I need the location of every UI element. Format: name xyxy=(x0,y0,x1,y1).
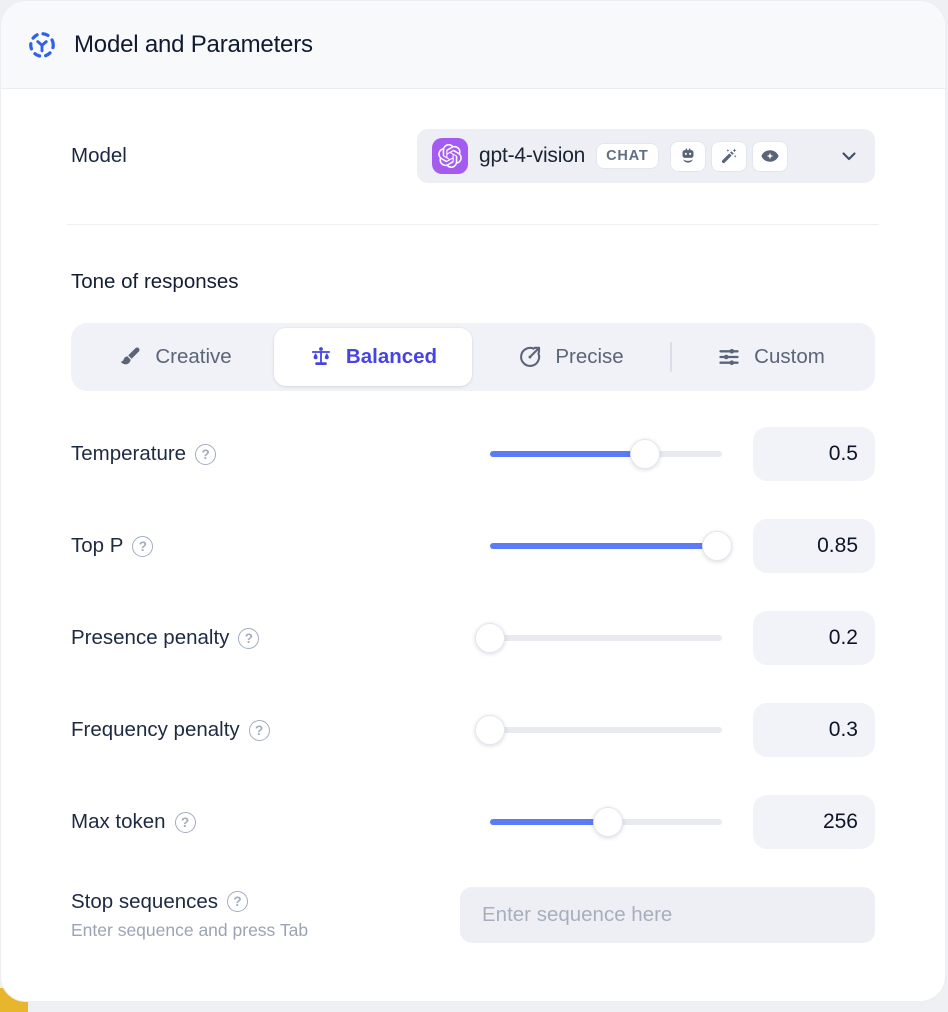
model-row: Model gpt-4-vision CHAT xyxy=(71,129,875,183)
parameter-slider[interactable] xyxy=(490,531,733,561)
parameter-row: Temperature 0.5 xyxy=(71,427,875,481)
model-label: Model xyxy=(71,144,127,167)
slider-handle[interactable] xyxy=(630,439,661,469)
tab-divider xyxy=(670,342,672,372)
tone-tab-group: Creative Balanced Precise Custom xyxy=(71,323,875,391)
parameter-label: Frequency penalty xyxy=(71,718,240,741)
tab-label: Custom xyxy=(754,345,825,368)
balance-scale-icon xyxy=(309,345,333,369)
slider-fill xyxy=(490,819,609,825)
parameter-slider[interactable] xyxy=(490,807,722,837)
robot-icon xyxy=(669,140,706,172)
model-select-dropdown[interactable]: gpt-4-vision CHAT xyxy=(417,129,875,183)
parameter-row: Top P 0.85 xyxy=(71,519,875,573)
stop-sequences-label-block: Stop sequences Enter sequence and press … xyxy=(71,890,308,941)
openai-logo xyxy=(432,138,468,174)
parameter-row: Presence penalty 0.2 xyxy=(71,611,875,665)
vision-eye-icon xyxy=(751,140,788,172)
slider-track xyxy=(490,635,722,641)
model-type-badge: CHAT xyxy=(596,142,659,170)
parameter-value[interactable]: 0.85 xyxy=(753,519,875,573)
slider-fill xyxy=(490,451,646,457)
stop-sequences-label: Stop sequences xyxy=(71,889,219,913)
parameter-label: Top P xyxy=(71,534,124,557)
tab-label: Precise xyxy=(555,345,624,368)
parameter-slider[interactable] xyxy=(490,439,722,469)
model-name: gpt-4-vision xyxy=(479,144,586,167)
help-icon[interactable] xyxy=(195,443,217,465)
parameter-value[interactable]: 0.3 xyxy=(753,703,875,757)
parameter-label: Max token xyxy=(71,810,166,833)
slider-fill xyxy=(490,543,718,549)
magic-wand-icon xyxy=(710,140,747,172)
model-hub-icon xyxy=(27,30,57,60)
panel-header: Model and Parameters xyxy=(1,1,945,89)
parameter-row: Frequency penalty 0.3 xyxy=(71,703,875,757)
stop-sequences-hint: Enter sequence and press Tab xyxy=(71,919,309,940)
parameter-value[interactable]: 0.5 xyxy=(753,427,875,481)
tone-heading: Tone of responses xyxy=(71,270,239,293)
panel-title: Model and Parameters xyxy=(74,30,313,58)
parameter-row: Max token 256 xyxy=(71,795,875,849)
parameter-list: Temperature 0.5 Top P 0.85 Presence pena… xyxy=(71,427,875,849)
slider-handle[interactable] xyxy=(475,715,505,745)
target-icon xyxy=(518,345,542,369)
stop-sequences-row: Stop sequences Enter sequence and press … xyxy=(71,887,875,943)
tab-creative[interactable]: Creative xyxy=(76,328,274,386)
help-icon[interactable] xyxy=(174,811,196,833)
help-icon[interactable] xyxy=(238,627,260,649)
parameter-label: Temperature xyxy=(71,442,187,465)
help-icon[interactable] xyxy=(248,719,270,741)
section-divider xyxy=(67,224,879,225)
stop-sequence-input[interactable] xyxy=(460,887,875,943)
parameter-label: Presence penalty xyxy=(71,626,230,649)
sliders-icon xyxy=(717,345,741,369)
tab-custom[interactable]: Custom xyxy=(672,328,870,386)
paintbrush-icon xyxy=(118,345,142,369)
tab-balanced[interactable]: Balanced xyxy=(274,328,472,386)
slider-handle[interactable] xyxy=(475,623,505,653)
slider-handle[interactable] xyxy=(702,531,733,561)
parameter-value[interactable]: 256 xyxy=(753,795,875,849)
parameter-value[interactable]: 0.2 xyxy=(753,611,875,665)
tab-precise[interactable]: Precise xyxy=(472,328,670,386)
slider-handle[interactable] xyxy=(593,807,624,837)
help-icon[interactable] xyxy=(132,535,154,557)
help-icon[interactable] xyxy=(227,891,249,912)
model-capability-chips xyxy=(669,140,788,172)
chevron-down-icon[interactable] xyxy=(838,145,860,167)
slider-track xyxy=(490,727,722,733)
tab-label: Creative xyxy=(155,345,232,368)
tab-label: Balanced xyxy=(345,345,438,368)
parameter-slider[interactable] xyxy=(475,715,722,745)
parameter-slider[interactable] xyxy=(475,623,722,653)
